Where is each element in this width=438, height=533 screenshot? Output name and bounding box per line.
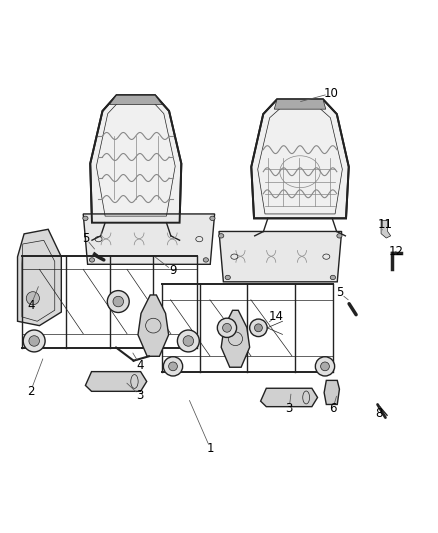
Ellipse shape — [219, 233, 224, 238]
Ellipse shape — [83, 216, 88, 221]
Text: 4: 4 — [136, 359, 144, 372]
Text: 5: 5 — [336, 286, 343, 300]
Text: 4: 4 — [27, 300, 35, 312]
Polygon shape — [274, 99, 326, 109]
Polygon shape — [324, 381, 339, 405]
Ellipse shape — [330, 275, 336, 280]
Text: 5: 5 — [82, 231, 89, 245]
Ellipse shape — [225, 275, 230, 280]
Text: 10: 10 — [323, 87, 338, 100]
Text: 8: 8 — [375, 407, 382, 419]
Ellipse shape — [23, 330, 45, 352]
Text: 14: 14 — [268, 310, 283, 324]
Text: 6: 6 — [329, 402, 337, 415]
Ellipse shape — [203, 258, 208, 262]
Text: 3: 3 — [137, 389, 144, 402]
Text: 1: 1 — [206, 442, 214, 455]
Ellipse shape — [254, 324, 262, 332]
Polygon shape — [381, 221, 391, 238]
Polygon shape — [110, 95, 162, 104]
Ellipse shape — [107, 290, 129, 312]
Ellipse shape — [321, 362, 329, 371]
Polygon shape — [261, 388, 318, 407]
Ellipse shape — [163, 357, 183, 376]
Polygon shape — [138, 295, 169, 356]
Polygon shape — [83, 214, 215, 264]
Text: 11: 11 — [378, 219, 393, 231]
Polygon shape — [18, 229, 61, 326]
Polygon shape — [219, 231, 342, 282]
Ellipse shape — [26, 292, 39, 305]
Text: 9: 9 — [169, 264, 177, 277]
Ellipse shape — [315, 357, 335, 376]
Ellipse shape — [250, 319, 267, 336]
Ellipse shape — [89, 258, 95, 262]
Ellipse shape — [113, 296, 124, 307]
Text: 2: 2 — [27, 385, 35, 398]
Polygon shape — [85, 372, 147, 391]
Ellipse shape — [177, 330, 199, 352]
Text: 3: 3 — [286, 402, 293, 415]
Text: 12: 12 — [389, 245, 404, 257]
Ellipse shape — [210, 216, 215, 221]
Polygon shape — [251, 99, 349, 219]
Ellipse shape — [183, 336, 194, 346]
Ellipse shape — [337, 233, 342, 238]
Polygon shape — [90, 95, 181, 223]
Ellipse shape — [29, 336, 39, 346]
Ellipse shape — [223, 324, 231, 332]
Polygon shape — [221, 310, 250, 367]
Ellipse shape — [217, 318, 237, 337]
Ellipse shape — [169, 362, 177, 371]
